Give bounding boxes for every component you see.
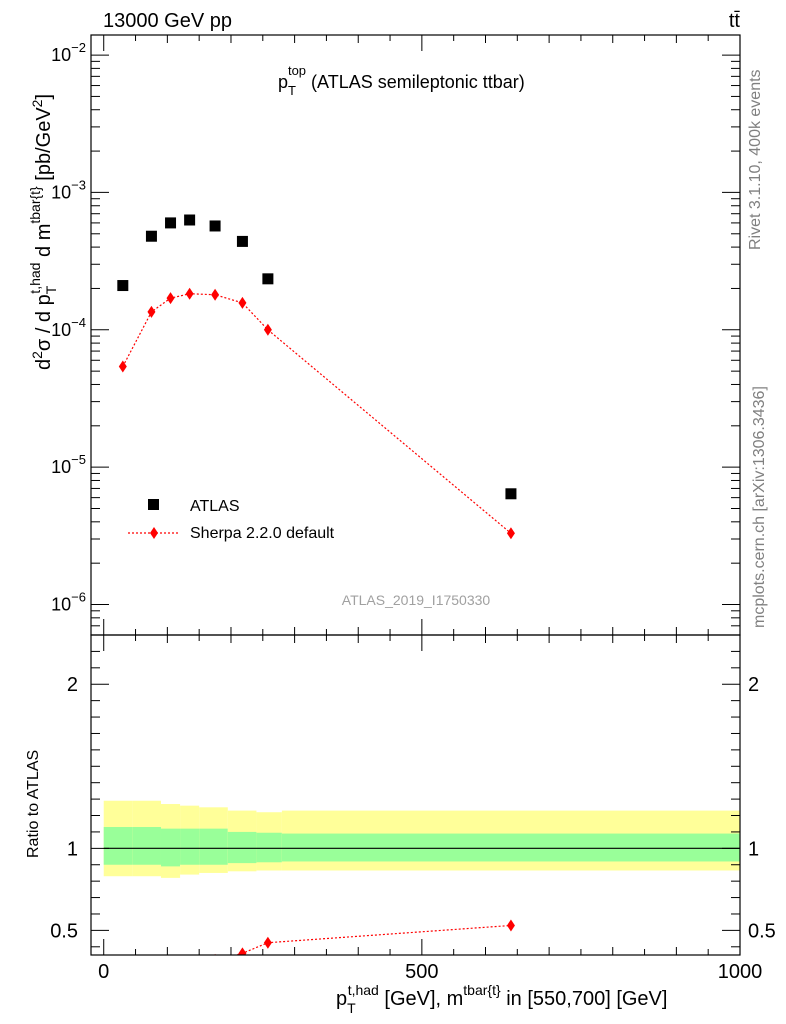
x-tick-label: 500 — [405, 961, 438, 983]
sherpa-point — [185, 287, 194, 300]
ratio-y-tick-label-right: 0.5 — [748, 920, 776, 942]
sherpa-point — [211, 288, 220, 301]
x-axis-title: pTt,had [GeV], mtbar{t} in [550,700] [Ge… — [336, 982, 667, 1016]
main-y-tick-label: 10−2 — [51, 40, 86, 65]
atlas-data-point — [236, 235, 248, 247]
band-inner-segment — [160, 828, 181, 867]
band-inner-segment — [103, 827, 133, 865]
main-y-tick-label: 10−3 — [51, 177, 86, 202]
mcplots-label: mcplots.cern.ch [arXiv:1306.3436] — [751, 386, 768, 628]
band-inner-segment — [132, 827, 161, 865]
band-inner-segment — [281, 833, 740, 862]
atlas-data-point — [165, 217, 177, 229]
analysis-watermark: ATLAS_2019_I1750330 — [342, 592, 491, 608]
x-tick-label: 0 — [98, 961, 109, 983]
ratio-y-tick-label-left: 0.5 — [50, 920, 78, 942]
process-label: tt̄ — [729, 10, 741, 32]
plot-title: pTtop (ATLAS semileptonic ttbar) — [278, 63, 525, 98]
atlas-data-point — [262, 273, 274, 285]
legend-atlas-label: ATLAS — [190, 498, 240, 515]
band-inner-segment — [256, 832, 282, 863]
main-y-tick-label: 10−5 — [51, 452, 86, 477]
sherpa-ratio-point — [119, 964, 127, 976]
ratio-y-axis-title: Ratio to ATLAS — [25, 750, 42, 858]
sherpa-ratio-point — [167, 960, 175, 972]
sherpa-point — [238, 296, 247, 309]
sherpa-ratio-point — [147, 960, 155, 972]
svg-text:pTtop (ATLAS semileptonic ttba: pTtop (ATLAS semileptonic ttbar) — [278, 63, 525, 98]
atlas-data-point — [145, 230, 157, 242]
main-panel-frame — [90, 34, 741, 636]
atlas-data-point — [209, 220, 221, 232]
sherpa-ratio-group — [119, 919, 515, 976]
atlas-data-point — [184, 214, 196, 226]
data-series — [117, 214, 517, 976]
rivet-version-label: Rivet 3.1.10, 400k events — [747, 69, 764, 250]
sherpa-point — [147, 305, 156, 318]
uncertainty-band — [103, 800, 740, 878]
legend-atlas-marker — [148, 499, 159, 510]
sherpa-ratio-point — [214, 953, 216, 955]
sherpa-ratio-point — [186, 959, 194, 971]
energy-label: 13000 GeV pp — [103, 10, 232, 32]
main-y-tick-label: 10−6 — [51, 590, 86, 615]
sherpa-point — [506, 527, 515, 540]
sherpa-ratio-line — [233, 924, 511, 955]
svg-text:pTt,had [GeV], mtbar{t} in [55: pTt,had [GeV], mtbar{t} in [550,700] [Ge… — [336, 982, 667, 1016]
x-tick-label: 1000 — [718, 961, 763, 983]
svg-text:d2σ / d pTt,had d mtbar{t} [pb: d2σ / d pTt,had d mtbar{t} [pb/GeV2] — [27, 94, 59, 370]
ratio-y-tick-label-left: 1 — [67, 838, 78, 860]
legend: ATLAS Sherpa 2.2.0 default — [128, 498, 335, 542]
ratio-y-tick-label-left: 2 — [67, 674, 78, 696]
ratio-y-tick-label-right: 1 — [748, 838, 759, 860]
band-inner-segment — [180, 828, 200, 865]
axes — [90, 34, 741, 956]
sherpa-point — [166, 292, 175, 305]
atlas-data-point — [117, 280, 129, 292]
main-y-axis-title: d2σ / d pTt,had d mtbar{t} [pb/GeV2] — [27, 94, 59, 370]
band-inner-segment — [227, 831, 257, 864]
legend-sherpa-label: Sherpa 2.2.0 default — [190, 525, 335, 542]
legend-sherpa-marker — [150, 527, 158, 539]
main-y-tick-label: 10−4 — [51, 315, 86, 340]
band-inner-segment — [199, 828, 228, 865]
ratio-panel-frame — [90, 634, 741, 956]
sherpa-ratio-point — [263, 936, 272, 949]
sherpa-line — [122, 293, 512, 534]
sherpa-ratio-point — [238, 947, 247, 955]
sherpa-ratio-point — [506, 919, 515, 932]
tick-labels: 0 500 1000 10−6 10−5 10−4 10−3 10−2 0.5 0.5 1 1 2 2 — [50, 40, 776, 983]
sherpa-point — [118, 360, 127, 373]
atlas-data-point — [505, 488, 517, 500]
ratio-y-tick-label-right: 2 — [748, 674, 759, 696]
sherpa-point — [263, 323, 272, 336]
